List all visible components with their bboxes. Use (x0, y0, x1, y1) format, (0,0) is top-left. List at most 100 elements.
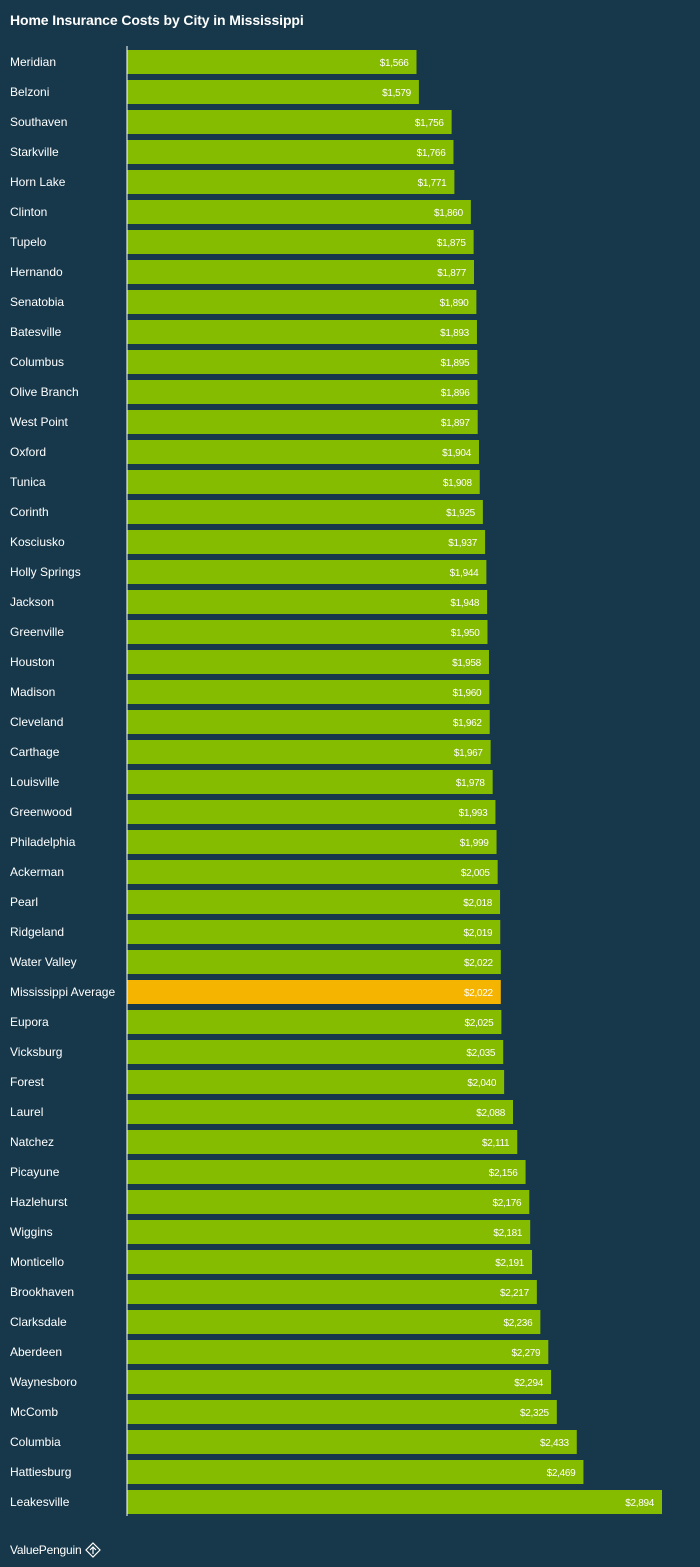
value-label-forest: $2,040 (467, 1078, 497, 1089)
category-label-oxford: Oxford (10, 445, 46, 459)
category-label-clinton: Clinton (10, 205, 47, 219)
category-label-clarksdale: Clarksdale (10, 1315, 67, 1329)
bar-clinton (127, 200, 471, 224)
value-label-water-valley: $2,022 (464, 958, 494, 969)
value-label-ridgeland: $2,019 (463, 928, 493, 939)
bar-louisville (127, 770, 493, 794)
bar-aberdeen (127, 1340, 549, 1364)
category-label-columbia: Columbia (10, 1435, 61, 1449)
value-label-eupora: $2,025 (465, 1018, 495, 1029)
category-label-mississippi-average: Mississippi Average (10, 985, 115, 999)
category-label-greenville: Greenville (10, 625, 64, 639)
value-label-oxford: $1,904 (442, 448, 472, 459)
bar-meridian (127, 50, 417, 74)
value-label-picayune: $2,156 (489, 1168, 519, 1179)
bar-water-valley (127, 950, 501, 974)
category-label-waynesboro: Waynesboro (10, 1375, 77, 1389)
bar-horn-lake (127, 170, 455, 194)
category-label-wiggins: Wiggins (10, 1225, 53, 1239)
category-label-holly-springs: Holly Springs (10, 565, 81, 579)
value-label-carthage: $1,967 (454, 748, 484, 759)
bar-houston (127, 650, 489, 674)
category-label-greenwood: Greenwood (10, 805, 72, 819)
bar-hernando (127, 260, 474, 284)
bar-wiggins (127, 1220, 531, 1244)
bar-olive-branch (127, 380, 478, 404)
bar-holly-springs (127, 560, 487, 584)
category-label-picayune: Picayune (10, 1165, 60, 1179)
category-label-laurel: Laurel (10, 1105, 43, 1119)
category-label-meridian: Meridian (10, 55, 56, 69)
bar-oxford (127, 440, 479, 464)
value-label-belzoni: $1,579 (382, 88, 412, 99)
bar-mccomb (127, 1400, 557, 1424)
bar-tunica (127, 470, 480, 494)
value-label-cleveland: $1,962 (453, 718, 483, 729)
bar-chart: Meridian Belzoni Southaven Starkville Horn L… (10, 46, 662, 1516)
category-label-olive-branch: Olive Branch (10, 385, 79, 399)
value-label-mississippi-average: $2,022 (464, 988, 494, 999)
value-labels-group: $1,566 $1,579 $1,756 $1,766 $1,771 $1,860 $1,8… (380, 58, 655, 1509)
value-label-madison: $1,960 (453, 688, 483, 699)
bar-belzoni (127, 80, 419, 104)
bar-corinth (127, 500, 483, 524)
bar-cleveland (127, 710, 490, 734)
category-label-corinth: Corinth (10, 505, 49, 519)
value-label-meridian: $1,566 (380, 58, 410, 69)
bar-hattiesburg (127, 1460, 584, 1484)
bar-west-point (127, 410, 478, 434)
value-label-ackerman: $2,005 (461, 868, 491, 879)
category-label-forest: Forest (10, 1075, 45, 1089)
chart-title: Home Insurance Costs by City in Mississi… (10, 12, 304, 28)
value-label-louisville: $1,978 (456, 778, 486, 789)
bar-philadelphia (127, 830, 497, 854)
category-label-hattiesburg: Hattiesburg (10, 1465, 71, 1479)
bar-laurel (127, 1100, 513, 1124)
value-label-west-point: $1,897 (441, 418, 471, 429)
bar-greenwood (127, 800, 496, 824)
bar-jackson (127, 590, 488, 614)
category-label-hazlehurst: Hazlehurst (10, 1195, 68, 1209)
category-labels-group: Meridian Belzoni Southaven Starkville Horn L… (10, 55, 115, 1509)
value-label-clarksdale: $2,236 (504, 1318, 534, 1329)
category-label-brookhaven: Brookhaven (10, 1285, 74, 1299)
bar-ridgeland (127, 920, 501, 944)
bar-forest (127, 1070, 505, 1094)
bar-picayune (127, 1160, 526, 1184)
value-label-pearl: $2,018 (463, 898, 493, 909)
category-label-hernando: Hernando (10, 265, 63, 279)
bar-brookhaven (127, 1280, 537, 1304)
category-label-natchez: Natchez (10, 1135, 54, 1149)
bar-madison (127, 680, 490, 704)
value-label-horn-lake: $1,771 (418, 178, 448, 189)
bar-vicksburg (127, 1040, 504, 1064)
bar-eupora (127, 1010, 502, 1034)
bar-mississippi-average (127, 980, 501, 1004)
value-label-corinth: $1,925 (446, 508, 476, 519)
value-label-natchez: $2,111 (482, 1138, 510, 1149)
category-label-jackson: Jackson (10, 595, 54, 609)
category-label-west-point: West Point (10, 415, 68, 429)
bar-carthage (127, 740, 491, 764)
category-label-ridgeland: Ridgeland (10, 925, 64, 939)
category-label-pearl: Pearl (10, 895, 38, 909)
value-label-hazlehurst: $2,176 (492, 1198, 522, 1209)
category-label-carthage: Carthage (10, 745, 60, 759)
value-label-jackson: $1,948 (450, 598, 480, 609)
bar-natchez (127, 1130, 518, 1154)
value-label-tupelo: $1,875 (437, 238, 467, 249)
value-label-waynesboro: $2,294 (514, 1378, 544, 1389)
bars-group (127, 50, 662, 1514)
bar-ackerman (127, 860, 498, 884)
bar-kosciusko (127, 530, 486, 554)
value-label-wiggins: $2,181 (493, 1228, 523, 1239)
valuepenguin-logo-icon (85, 1542, 102, 1558)
value-label-greenwood: $1,993 (459, 808, 489, 819)
bar-waynesboro (127, 1370, 552, 1394)
category-label-leakesville: Leakesville (10, 1495, 70, 1509)
category-label-horn-lake: Horn Lake (10, 175, 66, 189)
brand-footer: ValuePenguin (10, 1542, 102, 1558)
bar-monticello (127, 1250, 533, 1274)
category-label-senatobia: Senatobia (10, 295, 64, 309)
category-label-water-valley: Water Valley (10, 955, 77, 969)
